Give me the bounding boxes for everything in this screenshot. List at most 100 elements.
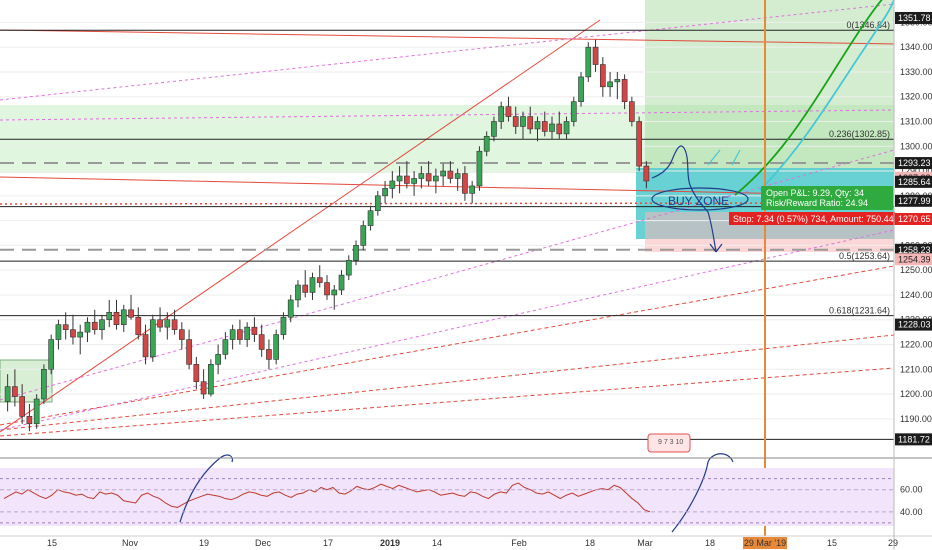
- candle-body: [41, 368, 47, 400]
- candle-body: [120, 309, 127, 325]
- x-tick-label: 2019: [380, 538, 400, 548]
- candle-body: [251, 326, 258, 335]
- price-label-box: [895, 318, 932, 331]
- y-tick-label: 1250.00: [900, 265, 932, 275]
- candle-body: [447, 170, 454, 179]
- candle-body: [505, 106, 512, 117]
- candle-body: [549, 123, 555, 132]
- target-label-box: [761, 186, 893, 210]
- candle-body: [324, 282, 330, 296]
- fib-label: 0.5(1253.64): [839, 251, 890, 261]
- candle-body: [570, 101, 577, 122]
- candle-body: [331, 289, 338, 296]
- candle-body: [425, 173, 432, 182]
- candle-body: [273, 334, 280, 360]
- candle-body: [512, 116, 519, 127]
- y-tick-label: 1310.00: [900, 117, 932, 127]
- stop-text: Stop: 7.34 (0.57%) 734, Amount: 750.44: [733, 214, 894, 224]
- price-label-box: [895, 213, 932, 226]
- x-tick-label: 15: [47, 538, 57, 548]
- price-label-box: [895, 194, 932, 207]
- candle-body: [215, 354, 221, 365]
- candle-body: [99, 319, 105, 330]
- candle-body: [541, 121, 548, 132]
- red-dashed-line-3: [0, 367, 895, 437]
- candle-body: [237, 329, 243, 340]
- price-label: 1228.03: [898, 320, 931, 330]
- highlight-date-box: [743, 537, 787, 549]
- x-tick-label: 18: [585, 538, 595, 548]
- y-tick-label: 1330.00: [900, 67, 932, 77]
- candle-body: [418, 173, 425, 179]
- candle-body: [258, 334, 265, 350]
- candle-body: [244, 326, 250, 340]
- candle-body: [91, 321, 98, 330]
- candle-body: [106, 311, 113, 321]
- x-tick-label: 19: [199, 538, 209, 548]
- candle-body: [483, 136, 490, 152]
- mid-red-line: [0, 176, 895, 197]
- candle-body: [578, 76, 584, 102]
- down-arrow-icon: [709, 243, 723, 253]
- rsi-band: [0, 468, 894, 526]
- y-tick-label: 1200.00: [900, 389, 932, 399]
- magenta-dashed-line-3: [0, 149, 895, 401]
- candle-body: [77, 331, 84, 338]
- price-label: 1270.65: [898, 214, 931, 224]
- x-tick-label: Dec: [255, 538, 272, 548]
- candle-body: [643, 165, 650, 182]
- price-label: 1277.99: [898, 196, 931, 206]
- candle-body: [55, 324, 62, 340]
- candle-body: [186, 339, 192, 365]
- candle-body: [629, 101, 635, 122]
- candle-body: [70, 329, 76, 338]
- x-tick-label: 18: [705, 538, 715, 548]
- candle-body: [360, 225, 367, 246]
- candle-body: [149, 319, 156, 358]
- y-tick-label: 1210.00: [900, 364, 932, 374]
- price-label-box: [895, 253, 932, 266]
- candle-body: [382, 188, 388, 197]
- candle-body: [171, 319, 178, 330]
- candle-body: [4, 386, 11, 402]
- price-label: 1285.64: [898, 177, 931, 187]
- candle-body: [585, 46, 592, 78]
- candle-body: [491, 121, 497, 137]
- candle-body: [200, 381, 207, 395]
- candle-body: [338, 274, 345, 291]
- candle-body: [411, 178, 417, 184]
- candle-body: [563, 121, 570, 135]
- rsi-tick-label: 60.00: [900, 485, 923, 495]
- candle-body: [353, 245, 359, 261]
- target-pnl-text: Open P&L: 9.29, Qty: 34: [766, 188, 864, 198]
- candle-body: [367, 210, 374, 226]
- candle-body: [208, 364, 214, 395]
- price-labels: 1351.781293.231287.281285.641277.991270.…: [895, 11, 932, 446]
- fib-label: 0(1346.84): [846, 20, 890, 30]
- price-label: 1181.72: [898, 434, 930, 444]
- candle-body: [222, 339, 229, 355]
- candle-body: [396, 175, 403, 182]
- candle-body: [476, 150, 483, 187]
- price-label-box: [895, 175, 932, 188]
- candle-body: [229, 329, 236, 340]
- risk-reward-text: Risk/Reward Ratio: 24.94: [766, 198, 868, 208]
- candle-body: [389, 180, 396, 189]
- candle-body: [295, 284, 301, 301]
- stop-label-box: [729, 212, 895, 225]
- candle-body: [142, 334, 149, 358]
- candle-body: [193, 364, 200, 382]
- candle-body: [164, 319, 171, 328]
- x-tick-label: 29: [888, 538, 898, 548]
- candle-body: [287, 299, 294, 318]
- candle-body: [498, 106, 505, 122]
- candle-body: [599, 64, 606, 88]
- candle-body: [433, 175, 439, 182]
- x-tick-label: 29 Mar '19: [744, 538, 786, 548]
- candle-body: [636, 121, 642, 167]
- candles-layer: [4, 39, 650, 432]
- candle-body: [62, 324, 69, 330]
- candle-body: [157, 319, 163, 328]
- candle-body: [556, 123, 563, 135]
